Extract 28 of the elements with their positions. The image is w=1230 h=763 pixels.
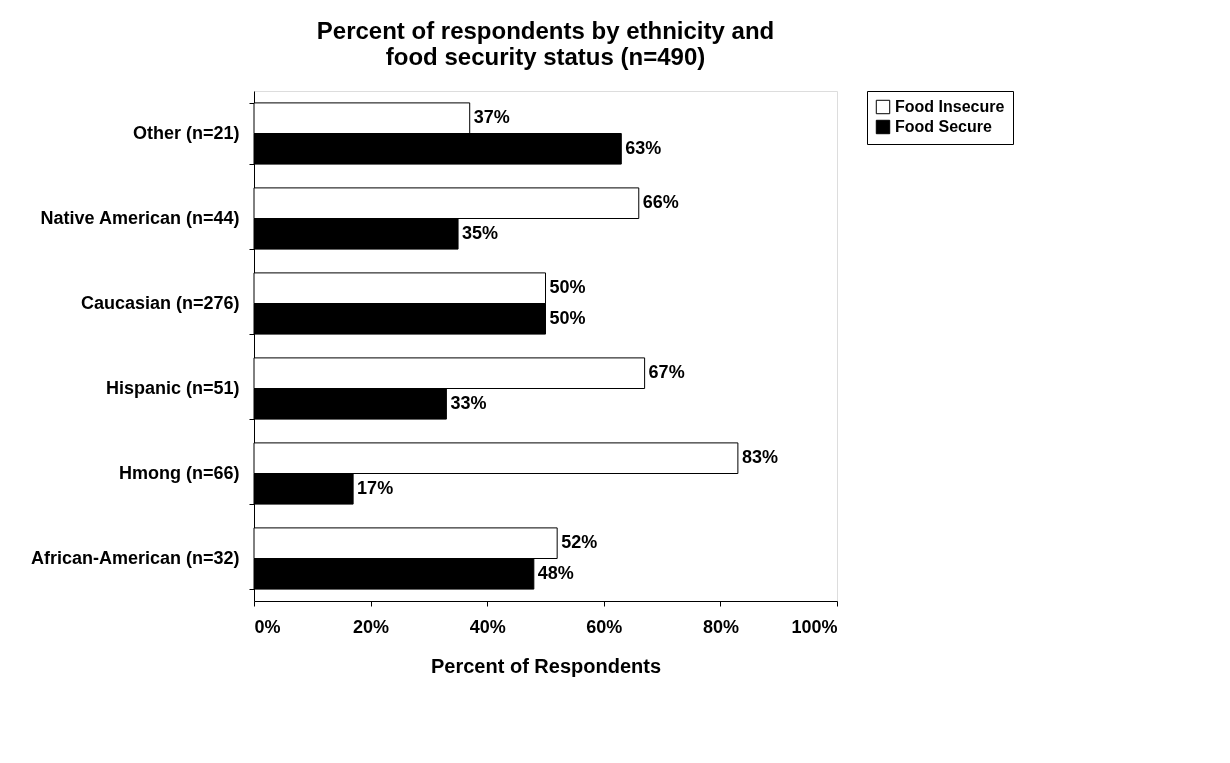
y-tick-label: Native American (n=44): [40, 208, 240, 228]
data-label: 63%: [625, 137, 662, 158]
data-label: 50%: [549, 307, 586, 328]
legend-label: Food Insecure: [895, 98, 1005, 115]
data-label: 52%: [561, 532, 598, 553]
y-tick-label: Other (n=21): [132, 123, 240, 143]
y-tick-label: African-American (n=32): [30, 548, 240, 568]
data-label: 17%: [357, 477, 394, 498]
data-label: 37%: [473, 107, 510, 128]
x-tick-label: 80%: [702, 616, 739, 637]
x-tick-label: 100%: [791, 616, 838, 637]
data-label: 48%: [537, 562, 574, 583]
legend-label: Food Secure: [895, 118, 993, 135]
x-tick-label: 0%: [254, 616, 281, 637]
x-tick-label: 60%: [586, 616, 623, 637]
y-tick-label: Hmong (n=66): [118, 463, 240, 483]
x-tick-label: 40%: [469, 616, 506, 637]
data-label: 83%: [741, 447, 778, 468]
y-tick-label: Caucasian (n=276): [80, 293, 240, 313]
data-label: 66%: [642, 192, 679, 213]
data-label: 35%: [462, 222, 499, 243]
x-tick-label: 20%: [353, 616, 390, 637]
chart-title: Percent of respondents by ethnicity and food security status (n=490): [316, 17, 775, 70]
x-axis-title: Percent of Respondents: [430, 654, 662, 677]
data-label: 33%: [450, 392, 487, 413]
data-label: 67%: [648, 362, 685, 383]
data-label: 50%: [549, 277, 586, 298]
y-tick-label: Hispanic (n=51): [105, 378, 240, 398]
